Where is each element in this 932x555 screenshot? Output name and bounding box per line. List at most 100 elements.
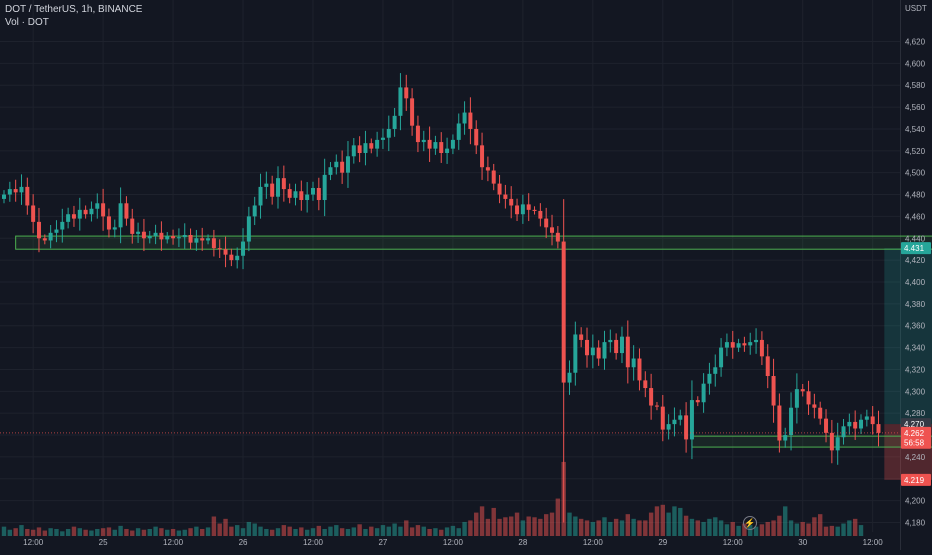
volume-bar <box>369 526 374 536</box>
price-tick-label: 4,520 <box>905 147 926 156</box>
candle-body <box>608 339 613 343</box>
volume-bar <box>532 517 537 536</box>
volume-bar <box>141 529 147 536</box>
volume-bar <box>299 527 304 536</box>
volume-bar <box>794 523 800 536</box>
candle-body <box>19 186 24 193</box>
volume-bar <box>783 506 788 536</box>
candle-body <box>200 238 205 241</box>
candle-body <box>171 236 176 239</box>
candle-body <box>520 204 525 215</box>
candle-body <box>526 204 531 210</box>
volume-bar <box>555 498 561 536</box>
volume-bar <box>683 515 689 536</box>
volume-bar <box>666 512 671 536</box>
volume-bar <box>1 526 7 536</box>
volume-bar <box>42 530 48 536</box>
volume-bar <box>520 520 526 536</box>
volume-bar <box>36 527 42 536</box>
candle-body <box>369 143 374 149</box>
candle-body <box>847 421 852 427</box>
volume-bar <box>229 526 234 536</box>
candle-body <box>462 112 467 124</box>
candle-body <box>864 416 869 420</box>
candle-body <box>468 112 473 129</box>
price-tick-label: 4,560 <box>905 103 926 112</box>
candle-body <box>130 218 135 234</box>
candle-body <box>724 342 729 348</box>
volume-bar <box>695 520 700 536</box>
volume-bar <box>217 523 222 536</box>
candlesticks <box>2 73 881 523</box>
candle-body <box>835 437 840 451</box>
volume-bar <box>211 516 217 536</box>
candle-body <box>334 161 339 168</box>
candle-body <box>404 87 409 99</box>
candle-body <box>777 405 782 441</box>
candle-body <box>654 405 659 407</box>
volume-bar <box>159 528 164 536</box>
candle-body <box>736 343 741 348</box>
candle-body <box>643 380 648 389</box>
candle-body <box>293 191 298 198</box>
candle-body <box>783 435 788 441</box>
volume-bar <box>200 528 205 536</box>
volume-bar <box>543 514 549 536</box>
volume-legend[interactable]: Vol · DOT <box>5 17 49 28</box>
candle-body <box>754 339 759 343</box>
price-label: 4.431 <box>904 244 925 253</box>
candle-body <box>812 404 817 408</box>
candle-body <box>474 128 479 146</box>
lightning-icon[interactable]: ⚡ <box>743 516 757 530</box>
volume-bar <box>526 516 531 536</box>
price-zone[interactable] <box>15 235 932 250</box>
price-tick-label: 4,620 <box>905 38 926 47</box>
price-axis[interactable]: 4,1804,2004,2204,2404,2604,2804,3004,320… <box>905 38 926 528</box>
volume-bar <box>258 526 263 536</box>
candle-body <box>287 189 292 198</box>
candle-body <box>480 145 485 168</box>
price-tick-label: 4,440 <box>905 234 926 243</box>
candle-body <box>345 156 350 173</box>
candle-body <box>789 407 794 436</box>
volume-bar <box>165 529 170 536</box>
volume-bar <box>788 520 794 536</box>
candle-body <box>101 203 106 217</box>
volume-bar <box>427 528 432 536</box>
candle-body <box>2 194 6 199</box>
candle-body <box>386 128 391 138</box>
candle-body <box>258 186 263 206</box>
volume-bars <box>1 461 864 536</box>
symbol-title[interactable]: DOT / TetherUS, 1h, BINANCE <box>5 4 143 15</box>
time-axis[interactable]: 12:00 25 12:00 26 12:00 27 12:00 28 12:00 29 12:00… <box>23 538 932 547</box>
candle-body <box>351 145 356 157</box>
target-zone[interactable] <box>884 248 932 425</box>
time-tick-label: 30 <box>798 538 807 547</box>
candle-body <box>695 400 700 403</box>
candle-body <box>36 221 41 239</box>
candle-body <box>707 373 712 384</box>
volume-bar <box>596 520 601 536</box>
candle-body <box>281 178 286 190</box>
volume-bar <box>462 521 467 536</box>
candle-body <box>421 139 426 143</box>
volume-bar <box>118 525 123 536</box>
volume-bar <box>549 512 555 536</box>
candle-body <box>439 142 444 154</box>
volume-bar <box>334 525 339 536</box>
volume-bar <box>264 528 269 536</box>
candle-body <box>305 194 310 201</box>
volume-bar <box>135 528 141 536</box>
candle-body <box>124 203 129 219</box>
price-tick-label: 4,600 <box>905 59 926 68</box>
price-tick-label: 4,240 <box>905 453 926 462</box>
volume-bar <box>404 520 409 536</box>
candle-body <box>25 186 30 206</box>
volume-bar <box>269 529 275 536</box>
volume-bar <box>83 529 88 536</box>
price-zone[interactable] <box>691 435 932 448</box>
time-tick-label: 29 <box>658 538 667 547</box>
volume-bar <box>742 523 747 536</box>
volume-bar <box>753 526 759 536</box>
